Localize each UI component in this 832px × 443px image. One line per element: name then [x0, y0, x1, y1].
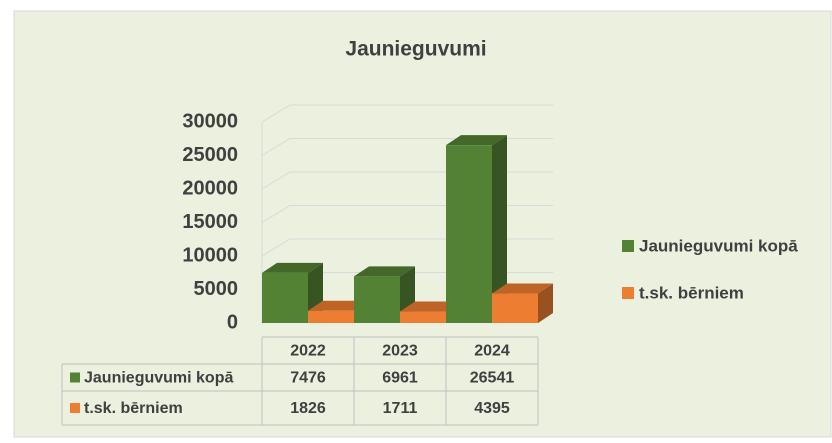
- table-value: 4395: [474, 400, 510, 417]
- legend-label: Jaunieguvumi kopā: [639, 236, 798, 255]
- bar-top: [446, 135, 507, 146]
- bar: [446, 145, 492, 323]
- x-tick-label: 2024: [474, 343, 510, 360]
- chart-area: [13, 10, 832, 438]
- bar-side: [538, 283, 553, 323]
- bar-top: [492, 283, 553, 294]
- x-tick-label: 2022: [290, 343, 326, 360]
- bar-side: [492, 135, 507, 323]
- bar: [354, 276, 400, 323]
- table-value: 1826: [290, 400, 326, 417]
- grid-line: [261, 104, 553, 123]
- y-tick-label: 25000: [182, 144, 238, 166]
- table-value: 6961: [382, 370, 418, 387]
- table-row-label: t.sk. bērniem: [84, 400, 183, 417]
- bar: [262, 272, 308, 323]
- legend-key: [622, 240, 634, 252]
- y-tick-label: 10000: [182, 244, 238, 266]
- bar-top: [262, 262, 323, 273]
- legend-key: [622, 287, 634, 299]
- bar: [492, 293, 538, 323]
- y-tick-label: 5000: [194, 278, 239, 300]
- table-value: 7476: [290, 370, 326, 387]
- table-value: 26541: [470, 370, 515, 387]
- y-tick-label: 20000: [182, 177, 238, 199]
- bar-top: [354, 266, 415, 277]
- table-legend-key: [70, 372, 80, 383]
- bar: [308, 310, 354, 323]
- bar-top: [308, 300, 369, 311]
- bar-top: [400, 301, 461, 312]
- y-tick-label: 15000: [182, 211, 238, 233]
- y-tick-label: 30000: [182, 110, 238, 132]
- table-row-label: Jaunieguvumi kopā: [84, 370, 233, 387]
- table-legend-key: [70, 403, 80, 413]
- table-value: 1711: [383, 400, 418, 417]
- y-tick-label: 0: [227, 311, 238, 333]
- x-tick-label: 2023: [382, 343, 418, 360]
- chart-title: Jaunieguvumi: [345, 38, 486, 61]
- bar: [400, 311, 446, 323]
- legend-label: t.sk. bērniem: [639, 283, 744, 302]
